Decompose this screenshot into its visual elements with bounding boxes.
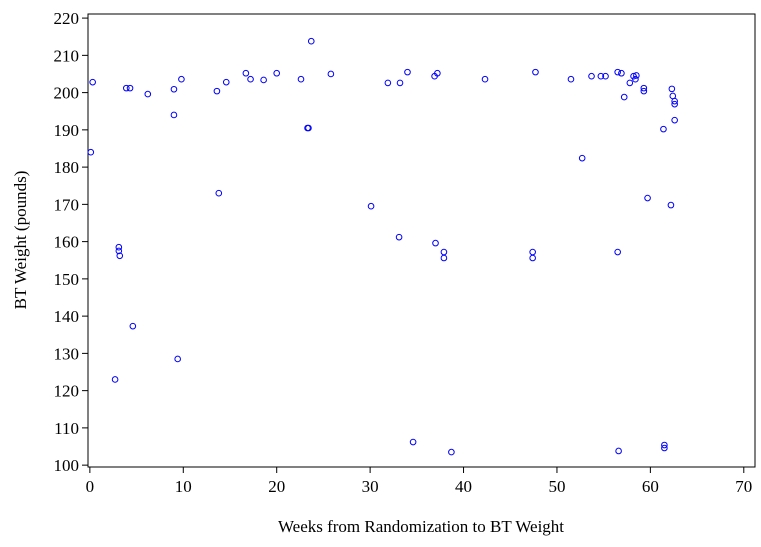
y-tick-label: 130 [54, 344, 80, 363]
point [215, 189, 223, 197]
point [578, 154, 586, 162]
point [440, 248, 448, 256]
point [481, 75, 489, 83]
point [144, 90, 152, 98]
point [111, 376, 119, 383]
point [532, 68, 539, 76]
point [640, 84, 648, 92]
point [668, 85, 676, 93]
point [404, 68, 411, 76]
point [529, 248, 536, 256]
y-axis-label: BT Weight (pounds) [11, 171, 30, 310]
x-tick-label: 10 [175, 477, 192, 496]
point [174, 355, 181, 363]
x-tick-label: 50 [548, 477, 565, 496]
point [614, 68, 621, 76]
point [597, 72, 605, 80]
point [618, 69, 625, 77]
x-tick-label: 70 [735, 477, 752, 496]
y-tick-label: 220 [54, 9, 80, 28]
point [567, 75, 575, 83]
point [129, 322, 137, 330]
point [409, 438, 417, 446]
point [588, 72, 595, 80]
point [667, 201, 675, 209]
point [297, 75, 305, 83]
point [432, 239, 439, 247]
point [247, 75, 254, 83]
x-tick-label: 30 [362, 477, 379, 496]
point [396, 79, 404, 87]
y-tick-label: 140 [54, 307, 80, 326]
point [126, 84, 134, 92]
y-tick-label: 110 [54, 419, 79, 438]
y-tick-label: 210 [54, 46, 80, 65]
y-tick-label: 100 [54, 456, 80, 475]
point [123, 84, 130, 92]
point [615, 447, 622, 455]
point [633, 72, 640, 79]
plot-frame [87, 13, 756, 468]
point [178, 75, 185, 83]
point [222, 78, 230, 86]
point [384, 79, 392, 87]
x-tick-label: 0 [86, 477, 95, 496]
point [89, 78, 96, 86]
point [671, 116, 678, 124]
point [602, 72, 609, 80]
point [640, 87, 648, 95]
point [626, 79, 634, 87]
point [307, 37, 315, 45]
y-tick-label: 120 [54, 382, 80, 401]
point [434, 69, 441, 77]
y-tick-label: 200 [54, 84, 80, 103]
point [620, 93, 628, 101]
point [660, 125, 667, 133]
y-tick-label: 170 [54, 195, 80, 214]
point [632, 75, 639, 83]
point [115, 247, 123, 255]
point [170, 111, 178, 119]
x-tick-label: 40 [455, 477, 472, 496]
point [614, 248, 621, 256]
point [87, 148, 95, 156]
point [395, 233, 403, 241]
point [115, 243, 123, 251]
point [260, 76, 267, 84]
point [440, 254, 448, 262]
point [661, 444, 668, 452]
point [327, 70, 335, 78]
point [170, 85, 178, 93]
y-tick-label: 160 [54, 233, 80, 252]
x-axis-label: Weeks from Randomization to BT Weight [278, 517, 564, 536]
point [671, 100, 678, 108]
point [305, 124, 312, 132]
x-tick-label: 60 [642, 477, 659, 496]
y-tick-label: 190 [54, 121, 80, 140]
y-tick-label: 150 [54, 270, 80, 289]
y-tick-label: 180 [54, 158, 80, 177]
point [529, 254, 536, 262]
point [671, 97, 678, 105]
point [661, 441, 668, 449]
point [273, 69, 281, 77]
point [213, 87, 221, 95]
x-tick-label: 20 [268, 477, 285, 496]
point [242, 69, 250, 77]
point [644, 194, 651, 202]
point [367, 202, 375, 210]
point [448, 448, 455, 456]
point [116, 252, 124, 260]
